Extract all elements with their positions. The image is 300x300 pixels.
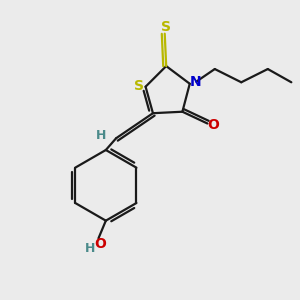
Text: N: N (190, 75, 202, 89)
Text: H: H (85, 242, 95, 255)
Text: O: O (207, 118, 219, 132)
Text: O: O (94, 237, 106, 251)
Text: S: S (161, 20, 171, 34)
Text: H: H (96, 129, 106, 142)
Text: S: S (134, 79, 144, 93)
